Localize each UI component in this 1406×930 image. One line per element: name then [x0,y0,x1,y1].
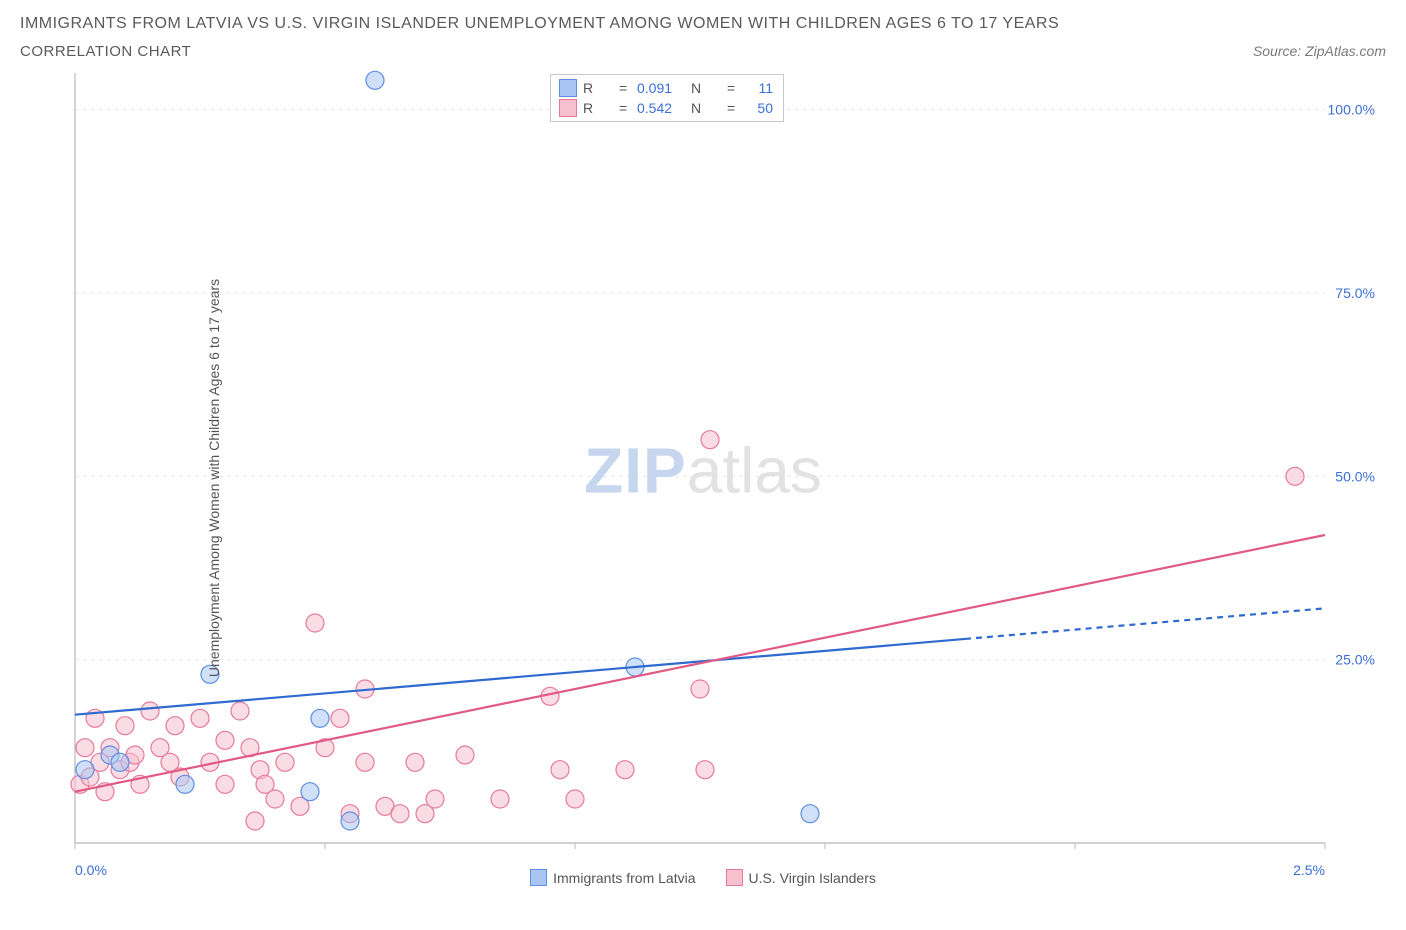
legend-swatch [726,869,743,886]
equals-icon: = [619,100,631,116]
legend-label: U.S. Virgin Islanders [749,870,876,886]
correlation-legend: R = 0.091 N = 11 R = 0.542 N = 50 [550,74,784,122]
legend-item: U.S. Virgin Islanders [726,869,876,886]
svg-text:100.0%: 100.0% [1328,102,1375,118]
legend-n-value: 11 [745,80,773,96]
legend-label: Immigrants from Latvia [553,870,695,886]
legend-r-value: 0.091 [637,80,685,96]
legend-swatch [559,99,577,117]
legend-item: Immigrants from Latvia [530,869,695,886]
series-legend: Immigrants from Latvia U.S. Virgin Island… [20,869,1386,886]
svg-text:50.0%: 50.0% [1335,468,1375,484]
chart-title: IMMIGRANTS FROM LATVIA VS U.S. VIRGIN IS… [20,15,1386,33]
legend-swatch [559,79,577,97]
legend-r-label: R [583,80,613,96]
chart-container: Unemployment Among Women with Children A… [20,68,1386,888]
legend-n-label: N [691,80,721,96]
legend-n-label: N [691,100,721,116]
legend-row: R = 0.091 N = 11 [559,78,773,98]
legend-r-label: R [583,100,613,116]
equals-icon: = [727,80,739,96]
chart-subtitle: CORRELATION CHART [20,43,191,60]
legend-row: R = 0.542 N = 50 [559,98,773,118]
svg-text:75.0%: 75.0% [1335,285,1375,301]
equals-icon: = [727,100,739,116]
legend-n-value: 50 [745,100,773,116]
legend-swatch [530,869,547,886]
y-axis-label: Unemployment Among Women with Children A… [206,279,222,677]
scatter-chart: 25.0%50.0%75.0%100.0%0.0%2.5% [20,68,1386,888]
svg-text:25.0%: 25.0% [1335,652,1375,668]
source-label: Source: ZipAtlas.com [1253,43,1386,59]
equals-icon: = [619,80,631,96]
legend-r-value: 0.542 [637,100,685,116]
